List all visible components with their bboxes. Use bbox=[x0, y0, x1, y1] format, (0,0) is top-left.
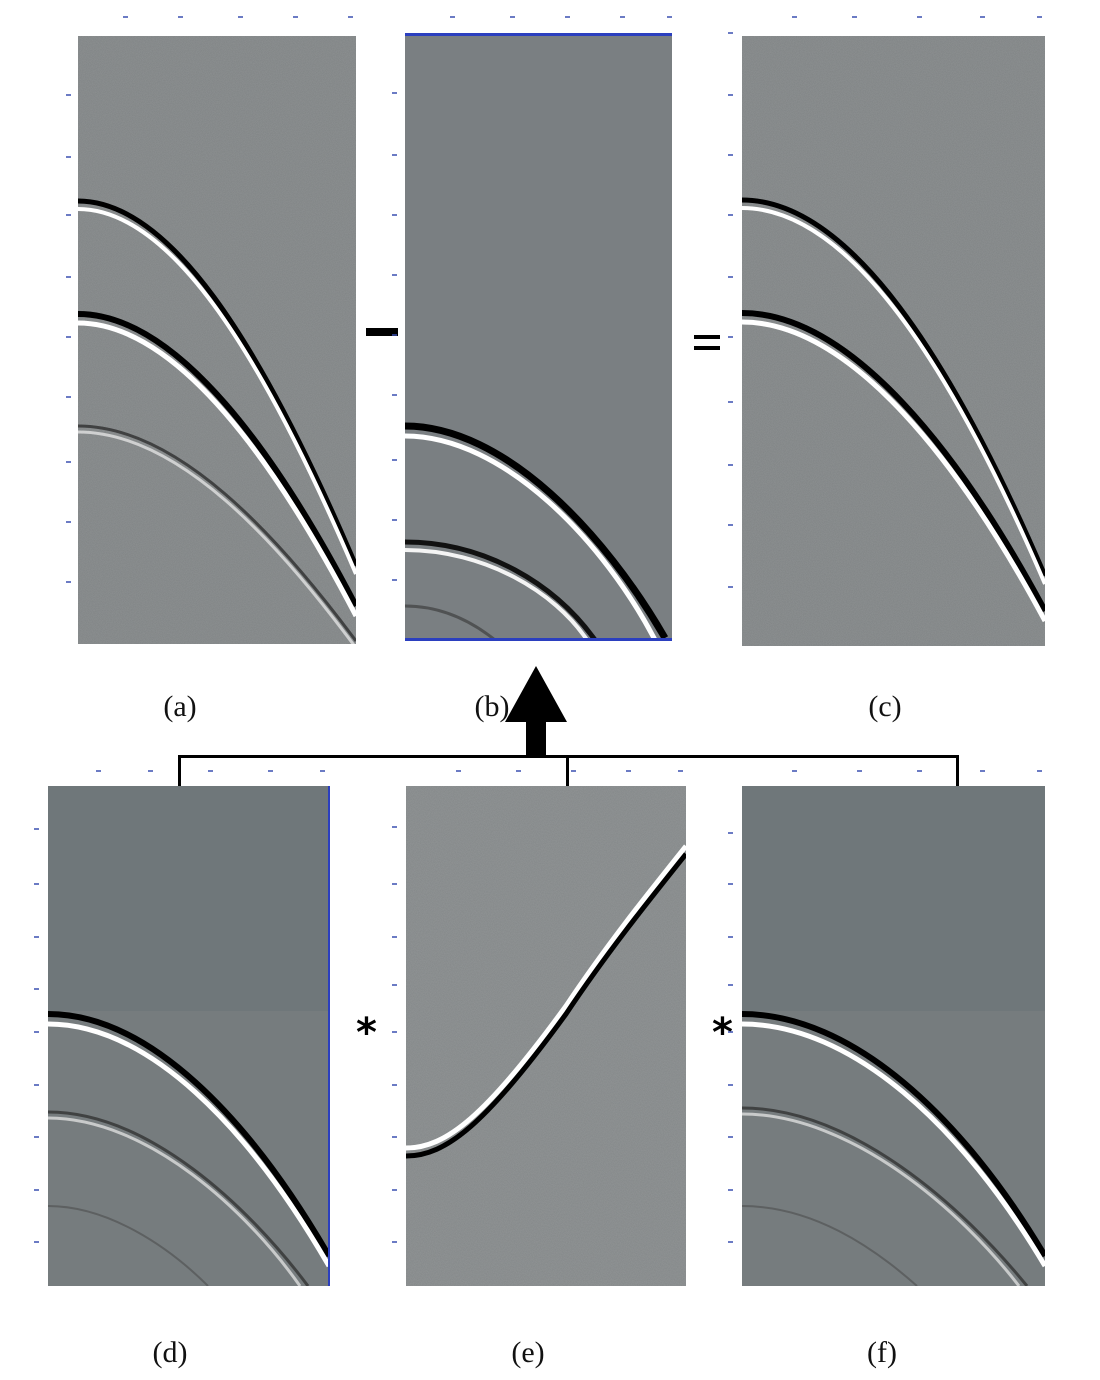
panel-f bbox=[742, 786, 1045, 1286]
panel-e bbox=[406, 786, 686, 1286]
bracket-mid bbox=[566, 755, 569, 788]
caption-b: (b) bbox=[474, 690, 510, 723]
seismic-section-e bbox=[406, 786, 686, 1286]
panel-b-bottom-border bbox=[405, 638, 672, 641]
panel-b bbox=[405, 34, 672, 640]
bracket-left bbox=[178, 755, 181, 788]
caption-c: (c) bbox=[868, 690, 902, 723]
seismic-section-a bbox=[78, 36, 356, 644]
caption-a: (a) bbox=[163, 690, 197, 723]
minus-operator bbox=[366, 328, 398, 336]
seismic-section-d bbox=[48, 786, 329, 1286]
caption-d: (d) bbox=[152, 1336, 188, 1369]
panel-d-right-border bbox=[328, 786, 330, 1286]
panel-d bbox=[48, 786, 329, 1286]
seismic-section-b bbox=[405, 34, 672, 640]
seismic-section-c bbox=[742, 36, 1045, 646]
convolution-operator-1: * bbox=[356, 1010, 377, 1056]
panel-a bbox=[78, 36, 356, 644]
up-arrow-icon bbox=[505, 666, 567, 758]
bracket-right bbox=[956, 755, 959, 788]
panel-b-top-border bbox=[405, 33, 672, 36]
convolution-operator-2: * bbox=[712, 1010, 733, 1056]
equals-operator bbox=[694, 335, 720, 352]
seismic-section-f bbox=[742, 786, 1045, 1286]
caption-f: (f) bbox=[867, 1336, 897, 1369]
panel-c bbox=[742, 36, 1045, 646]
caption-e: (e) bbox=[511, 1336, 545, 1369]
